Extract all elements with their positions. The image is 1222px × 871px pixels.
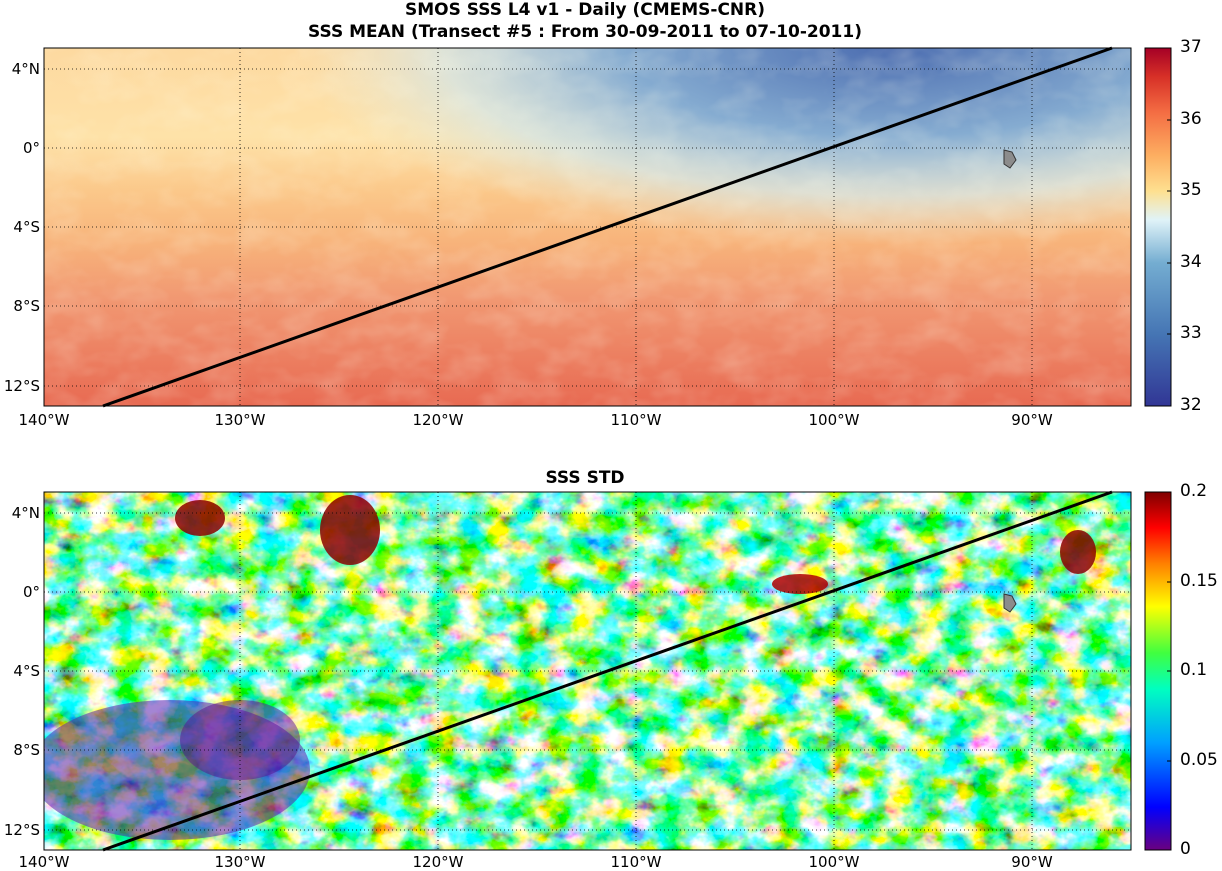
mean-cbar-label-33: 33 bbox=[1180, 323, 1202, 343]
panel-2-title: SSS STD bbox=[545, 468, 625, 488]
std-cbar-label-0.15: 0.15 bbox=[1180, 571, 1218, 591]
lon-label-140w: 140°W bbox=[18, 411, 70, 429]
mean-cbar-label-34: 34 bbox=[1180, 252, 1202, 272]
std-map-panel bbox=[44, 492, 1131, 850]
lat-label-4n: 4°N bbox=[11, 60, 40, 78]
mean-map-panel bbox=[44, 48, 1131, 406]
lat-label-4n: 4°N bbox=[11, 504, 40, 522]
mean-colorbar bbox=[1144, 47, 1172, 407]
galapagos-land bbox=[1003, 593, 1017, 613]
lon-label-120w: 120°W bbox=[412, 411, 464, 429]
lon-label-130w: 130°W bbox=[214, 853, 266, 871]
std-colorbar-ticks bbox=[1167, 491, 1171, 851]
std-cbar-label-0.1: 0.1 bbox=[1180, 660, 1208, 680]
lon-label-100w: 100°W bbox=[808, 411, 860, 429]
figure-title: SMOS SSS L4 v1 - Daily (CMEMS-CNR) bbox=[404, 0, 766, 20]
std-cbar-label-0.2: 0.2 bbox=[1180, 481, 1208, 501]
lat-label-12s: 12°S bbox=[3, 377, 40, 395]
std-cbar-label-0.05: 0.05 bbox=[1180, 750, 1218, 770]
lon-label-90w: 90°W bbox=[1011, 853, 1053, 871]
lon-label-90w: 90°W bbox=[1011, 411, 1053, 429]
mean-texture bbox=[44, 48, 1131, 406]
mean-cbar-label-37: 37 bbox=[1180, 37, 1202, 57]
std-colorbar bbox=[1144, 491, 1172, 851]
mean-colorbar-ticks bbox=[1167, 47, 1171, 407]
high-std-patch bbox=[772, 574, 828, 594]
high-std-patch bbox=[1060, 530, 1096, 574]
lat-label-0: 0° bbox=[22, 139, 40, 157]
transect-line-std bbox=[102, 490, 1113, 852]
lat-label-8s: 8°S bbox=[13, 297, 40, 315]
lon-label-120w: 120°W bbox=[412, 853, 464, 871]
lat-label-8s: 8°S bbox=[13, 741, 40, 759]
lat-label-4s: 4°S bbox=[13, 218, 40, 236]
lon-label-100w: 100°W bbox=[808, 853, 860, 871]
mean-map-frame bbox=[43, 47, 1132, 407]
galapagos-land bbox=[1003, 149, 1017, 169]
high-std-patch bbox=[175, 500, 225, 536]
lon-label-130w: 130°W bbox=[214, 411, 266, 429]
lon-label-110w: 110°W bbox=[610, 411, 662, 429]
mean-cbar-label-35: 35 bbox=[1180, 180, 1202, 200]
lon-label-140w: 140°W bbox=[18, 853, 70, 871]
lat-label-12s: 12°S bbox=[3, 821, 40, 839]
mean-cbar-label-36: 36 bbox=[1180, 109, 1202, 129]
std-cbar-label-0: 0 bbox=[1180, 839, 1191, 859]
panel-1-title: SSS MEAN (Transect #5 : From 30-09-2011 … bbox=[307, 22, 862, 42]
lat-label-4s: 4°S bbox=[13, 662, 40, 680]
transect-line-mean bbox=[102, 46, 1113, 408]
mean-cbar-label-32: 32 bbox=[1180, 395, 1202, 415]
std-map-frame bbox=[43, 491, 1132, 851]
high-std-patch bbox=[320, 495, 380, 565]
lat-label-0: 0° bbox=[22, 583, 40, 601]
lon-label-110w: 110°W bbox=[610, 853, 662, 871]
